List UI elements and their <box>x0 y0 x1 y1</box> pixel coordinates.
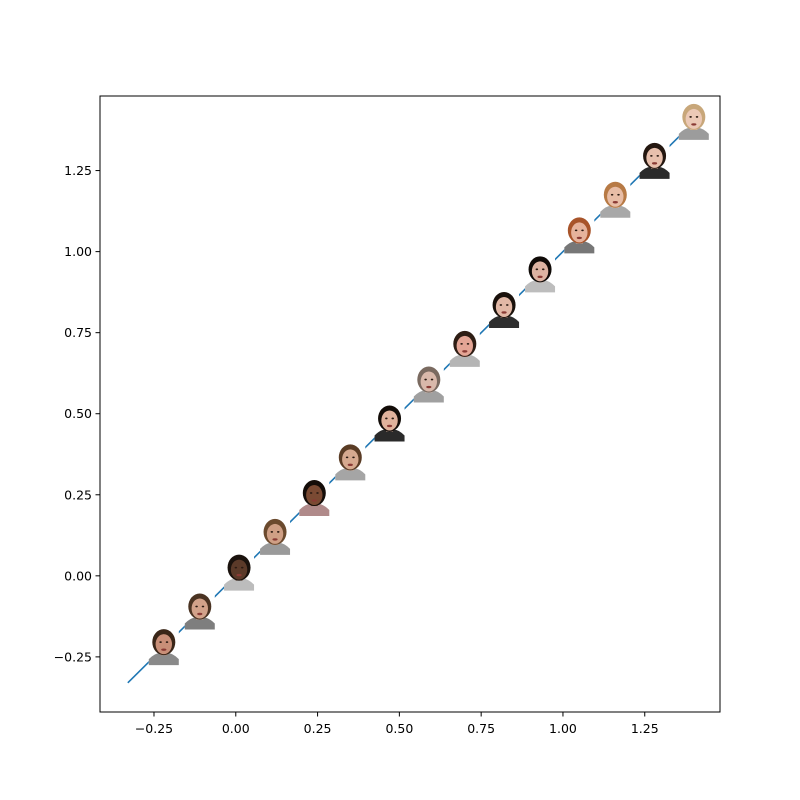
face-marker-15 <box>678 103 709 140</box>
face-marker-12 <box>564 217 595 254</box>
face-marker-14 <box>639 142 670 179</box>
x-tick-label: 0.75 <box>467 721 495 736</box>
face-marker-6 <box>335 444 366 481</box>
face-marker-5 <box>299 480 330 517</box>
face-marker-10 <box>489 291 520 328</box>
x-tick-label: 1.25 <box>631 721 659 736</box>
face-marker-4 <box>260 518 291 555</box>
face-marker-7 <box>374 405 405 442</box>
x-tick-label: −0.25 <box>135 721 173 736</box>
x-tick-label: 1.00 <box>549 721 577 736</box>
face-marker-9 <box>449 330 480 367</box>
x-tick-label: 0.50 <box>385 721 413 736</box>
face-marker-3 <box>224 554 255 591</box>
y-tick-label: 1.25 <box>64 163 92 178</box>
axes-frame <box>99 95 721 713</box>
x-tick-label: 0.25 <box>304 721 332 736</box>
face-marker-2 <box>184 593 215 630</box>
y-tick-label: 0.00 <box>64 568 92 583</box>
y-tick-label: 0.50 <box>64 406 92 421</box>
x-tick-label: 0.00 <box>222 721 250 736</box>
axis-ticks: −0.25 0.00 0.25 0.50 0.75 1.00 1.25 −0.25 0.00 0.… <box>54 163 659 736</box>
y-tick-label: 0.75 <box>64 325 92 340</box>
y-tick-label: −0.25 <box>54 649 92 664</box>
plot-area <box>127 103 709 684</box>
y-tick-label: 0.25 <box>64 487 92 502</box>
face-marker-13 <box>600 181 631 218</box>
plot-content <box>127 103 709 684</box>
y-tick-label: 1.00 <box>64 244 92 259</box>
face-marker-8 <box>413 366 444 403</box>
face-marker-1 <box>148 629 179 666</box>
face-marker-11 <box>525 256 556 293</box>
